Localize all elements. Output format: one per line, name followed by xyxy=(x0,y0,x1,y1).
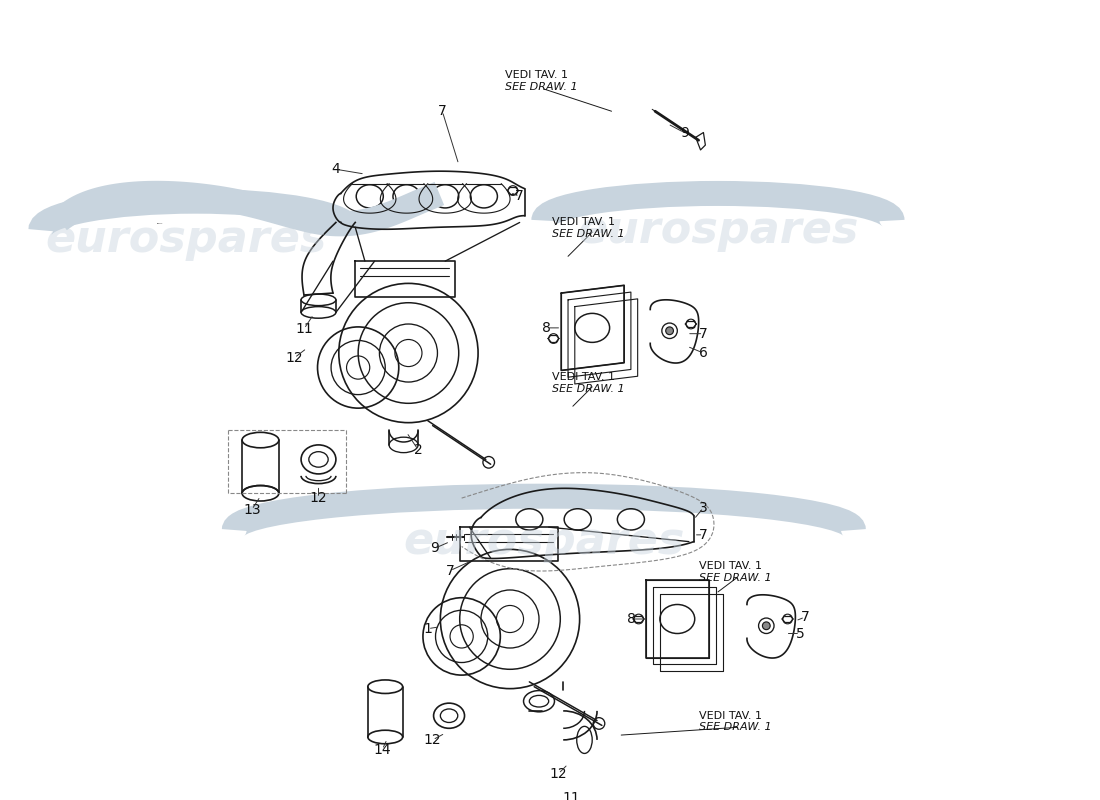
Text: VEDI TAV. 1: VEDI TAV. 1 xyxy=(505,70,569,80)
Text: 9: 9 xyxy=(430,542,439,555)
Text: 14: 14 xyxy=(374,742,392,757)
Text: SEE DRAW. 1: SEE DRAW. 1 xyxy=(698,573,771,582)
Text: 9: 9 xyxy=(680,126,689,139)
Circle shape xyxy=(666,327,673,334)
Text: 7: 7 xyxy=(801,610,810,624)
Text: 8: 8 xyxy=(627,612,636,626)
Text: SEE DRAW. 1: SEE DRAW. 1 xyxy=(551,230,624,239)
Text: eurospares: eurospares xyxy=(578,209,859,252)
Text: SEE DRAW. 1: SEE DRAW. 1 xyxy=(551,384,624,394)
Text: #c8d4de: #c8d4de xyxy=(157,223,163,224)
Text: 7: 7 xyxy=(438,104,447,118)
Text: VEDI TAV. 1: VEDI TAV. 1 xyxy=(551,218,615,227)
Text: 2: 2 xyxy=(414,442,422,457)
Text: eurospares: eurospares xyxy=(45,218,327,262)
Text: 12: 12 xyxy=(310,491,328,505)
Text: 12: 12 xyxy=(550,766,568,781)
Text: 11: 11 xyxy=(295,322,312,336)
Text: 1: 1 xyxy=(424,622,432,636)
Text: SEE DRAW. 1: SEE DRAW. 1 xyxy=(505,82,578,92)
Text: 5: 5 xyxy=(795,626,804,641)
Text: VEDI TAV. 1: VEDI TAV. 1 xyxy=(551,372,615,382)
Text: 7: 7 xyxy=(446,564,454,578)
Text: 7: 7 xyxy=(700,326,707,341)
Text: 7: 7 xyxy=(700,528,707,542)
Text: eurospares: eurospares xyxy=(404,520,684,563)
Circle shape xyxy=(762,622,770,630)
Text: 3: 3 xyxy=(700,501,707,514)
Text: 11: 11 xyxy=(562,791,580,800)
Text: 6: 6 xyxy=(698,346,708,360)
Text: VEDI TAV. 1: VEDI TAV. 1 xyxy=(698,710,761,721)
Text: 12: 12 xyxy=(424,733,441,747)
Text: 13: 13 xyxy=(243,502,261,517)
Text: 8: 8 xyxy=(542,321,551,335)
Text: SEE DRAW. 1: SEE DRAW. 1 xyxy=(698,722,771,733)
Text: VEDI TAV. 1: VEDI TAV. 1 xyxy=(698,561,761,570)
Text: 4: 4 xyxy=(331,162,340,176)
Text: 12: 12 xyxy=(286,351,304,365)
Text: 7: 7 xyxy=(515,190,524,203)
